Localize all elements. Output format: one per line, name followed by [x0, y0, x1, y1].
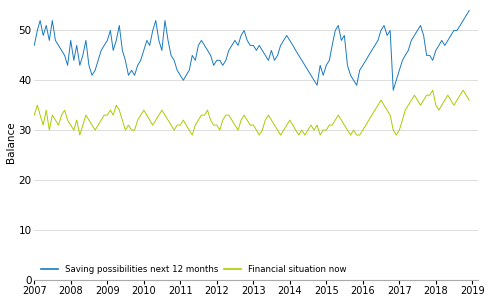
Line: Saving possibilities next 12 months: Saving possibilities next 12 months	[34, 11, 469, 90]
Y-axis label: Balance: Balance	[5, 122, 16, 163]
Line: Financial situation now: Financial situation now	[34, 90, 469, 135]
Legend: Saving possibilities next 12 months, Financial situation now: Saving possibilities next 12 months, Fin…	[41, 265, 347, 274]
